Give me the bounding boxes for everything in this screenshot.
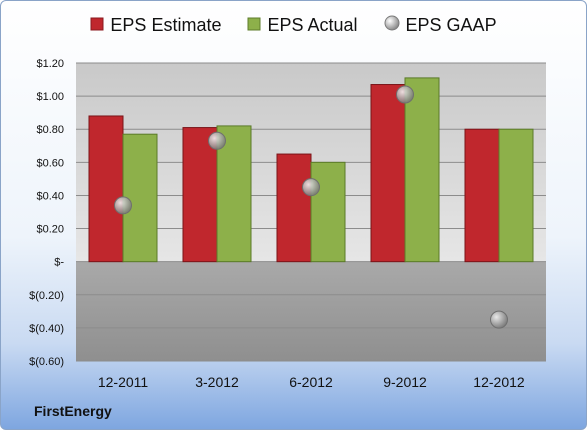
bar-eps-estimate [464,128,500,263]
y-tick-label: $0.20 [36,224,64,236]
legend: EPS Estimate EPS Actual [1,15,586,36]
marker-eps-gaap [490,310,508,329]
plot-area-negative [76,261,546,361]
x-tick-label: 9-2012 [383,374,427,390]
marker-eps-gaap [396,85,414,104]
bar-eps-actual [310,161,346,263]
marker-eps-gaap [114,196,132,215]
bar-eps-actual [404,77,440,263]
legend-swatch-eps-gaap [384,15,400,36]
legend-swatch-eps-estimate [90,15,104,36]
y-tick-label: $(0.20) [29,290,64,302]
y-tick-label: $0.40 [36,190,64,202]
legend-label-eps-gaap: EPS GAAP [405,15,497,35]
bar-eps-actual [216,125,252,263]
y-tick-label: $1.00 [36,91,64,103]
bar-eps-actual [122,133,158,263]
y-tick-label: $0.60 [36,157,64,169]
legend-item-eps-gaap: EPS GAAP [384,15,497,36]
marker-eps-gaap [208,131,226,150]
y-tick-label: $1.20 [36,58,64,70]
y-tick-label: $- [54,257,64,269]
legend-swatch-eps-actual [247,15,261,36]
bar-eps-estimate [370,84,406,263]
y-tick-label: $(0.40) [29,323,64,335]
marker-eps-gaap [302,178,320,197]
x-tick-label: 12-2012 [473,374,525,390]
bar-eps-actual [498,128,534,263]
legend-item-eps-estimate: EPS Estimate [90,15,221,36]
bar-eps-estimate [88,115,124,263]
x-tick-label: 6-2012 [289,374,333,390]
legend-label-eps-actual: EPS Actual [267,15,358,35]
y-tick-label: $0.80 [36,124,64,136]
bar-eps-estimate [276,153,312,263]
company-name: FirstEnergy [34,403,112,419]
x-tick-label: 3-2012 [195,374,239,390]
chart-plot: $(0.60) $(0.40) $(0.20) $- $0.20 $0.40 $0.60 $0… [29,58,546,390]
y-tick-label: $(0.60) [29,356,64,368]
legend-label-eps-estimate: EPS Estimate [110,15,222,35]
legend-item-eps-actual: EPS Actual [247,15,358,36]
x-tick-label: 12-2011 [98,374,149,390]
